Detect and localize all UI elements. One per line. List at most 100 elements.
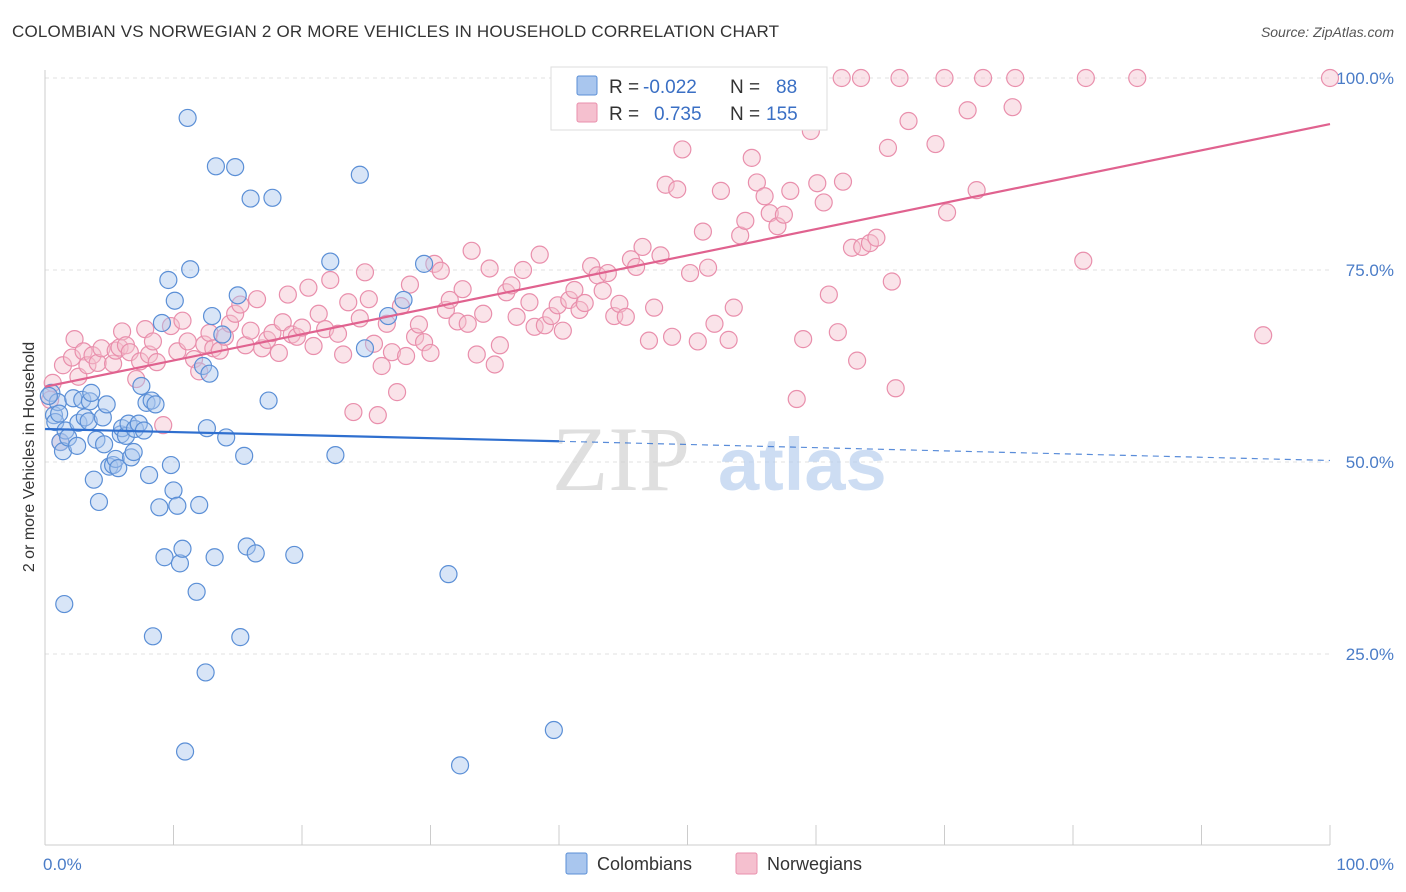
legend-swatch-colombians (576, 75, 598, 96)
norwegians-point-99 (553, 321, 572, 340)
colombians-point-68 (231, 628, 250, 647)
norwegians-point-70 (396, 346, 416, 366)
norwegians-point-147 (848, 351, 867, 370)
x-tick-label-0: 0.0% (43, 855, 82, 874)
norwegians-point-167 (1128, 68, 1147, 88)
y-tick-label-2: 75.0% (1346, 261, 1394, 280)
colombians-point-52 (175, 742, 195, 761)
norwegians-point-130 (736, 211, 755, 230)
norwegians-point-7 (74, 342, 93, 361)
bottom-legend-swatch-colombians (565, 852, 588, 875)
watermark-zip: ZIP (552, 408, 690, 510)
colombians-point-47 (164, 481, 183, 500)
norwegians-point-144 (828, 323, 847, 342)
colombians-point-59 (197, 419, 217, 438)
colombians-point-10 (68, 436, 87, 455)
colombians-point-71 (241, 189, 260, 208)
norwegians-point-146 (842, 238, 862, 257)
norwegians-point-57 (334, 345, 353, 364)
colombians-point-85 (544, 720, 563, 740)
norwegians-point-118 (662, 327, 682, 346)
watermark: ZIP atlas (552, 408, 887, 510)
norwegians-point-67 (382, 343, 402, 362)
norwegians-point-131 (742, 148, 761, 167)
norwegians-point-170 (832, 68, 851, 88)
norwegians-points (41, 68, 1340, 452)
norwegians-point-75 (421, 343, 440, 363)
legend-r-value-colombians: -0.022 (643, 77, 697, 98)
norwegians-point-152 (882, 272, 901, 291)
norwegians-point-95 (530, 245, 549, 264)
norwegians-point-22 (143, 332, 163, 351)
colombians-point-84 (450, 756, 470, 775)
colombians-point-53 (178, 108, 197, 128)
bottom-legend: Colombians Norwegians (565, 852, 862, 875)
norwegians-point-115 (644, 298, 664, 317)
colombians-trend-extension (558, 440, 1331, 462)
norwegians-point-132 (747, 173, 766, 192)
colombians-point-45 (159, 270, 178, 290)
colombians-point-83 (439, 565, 458, 584)
bottom-legend-label-norwegians: Norwegians (767, 854, 862, 874)
norwegians-point-133 (755, 187, 774, 206)
watermark-atlas: atlas (718, 423, 887, 506)
norwegians-point-138 (787, 389, 806, 409)
norwegians-point-168 (1320, 68, 1340, 88)
colombians-point-50 (170, 554, 190, 573)
colombians-point-22 (97, 395, 116, 414)
norwegians-point-17 (120, 343, 139, 362)
norwegians-point-128 (724, 298, 743, 317)
norwegians-point-71 (400, 275, 420, 294)
norwegians-point-87 (485, 355, 504, 374)
norwegians-point-74 (414, 333, 434, 352)
norwegians-point-142 (814, 193, 833, 212)
norwegians-point-164 (935, 68, 954, 88)
colombians-point-5 (53, 442, 73, 461)
norwegians-point-50 (292, 318, 312, 337)
norwegians-point-139 (794, 330, 813, 349)
norwegians-point-58 (339, 293, 358, 312)
colombians-point-32 (124, 442, 143, 462)
norwegians-point-151 (878, 138, 898, 157)
norwegians-point-28 (178, 332, 197, 351)
norwegians-point-82 (458, 314, 477, 333)
norwegians-point-47 (278, 285, 297, 304)
norwegians-point-10 (88, 353, 107, 373)
norwegians-point-64 (368, 406, 387, 425)
colombians-point-40 (143, 627, 163, 646)
colombians-points (39, 108, 563, 775)
page-title: COLOMBIAN VS NORWEGIAN 2 OR MORE VEHICLE… (12, 22, 780, 41)
colombians-point-82 (414, 254, 434, 273)
norwegians-point-96 (535, 316, 554, 335)
norwegians-point-51 (299, 278, 318, 297)
bottom-legend-label-colombians: Colombians (597, 854, 692, 874)
norwegians-point-83 (462, 241, 481, 260)
colombians-point-46 (161, 455, 181, 475)
norwegians-point-45 (269, 343, 288, 363)
norwegians-point-98 (548, 296, 567, 315)
colombians-point-42 (150, 498, 169, 517)
colombians-point-79 (355, 339, 375, 358)
norwegians-point-5 (65, 330, 84, 349)
legend-n-value-colombians: 88 (776, 77, 797, 98)
colombians-point-72 (246, 544, 265, 563)
norwegians-point-136 (774, 205, 793, 224)
legend-r-label-colombians: R = (609, 77, 639, 98)
colombians-point-67 (228, 286, 247, 305)
norwegians-point-173 (973, 68, 993, 88)
norwegians-point-117 (656, 175, 675, 194)
norwegians-point-161 (1254, 326, 1273, 345)
colombians-point-43 (152, 313, 172, 333)
norwegians-point-153 (886, 379, 905, 398)
colombians-point-19 (89, 492, 109, 512)
norwegians-point-114 (639, 331, 659, 350)
x-tick-label-1: 100.0% (1336, 855, 1394, 874)
colombians-point-73 (259, 391, 278, 410)
colombians-point-74 (263, 188, 282, 207)
legend: R = -0.022 N = 88 R = 0.735 N = 155 (550, 66, 828, 131)
colombians-point-64 (213, 325, 232, 344)
colombians-point-17 (84, 470, 103, 489)
colombians-point-70 (237, 537, 256, 556)
norwegians-point-85 (474, 304, 493, 323)
colombians-point-75 (285, 545, 304, 565)
